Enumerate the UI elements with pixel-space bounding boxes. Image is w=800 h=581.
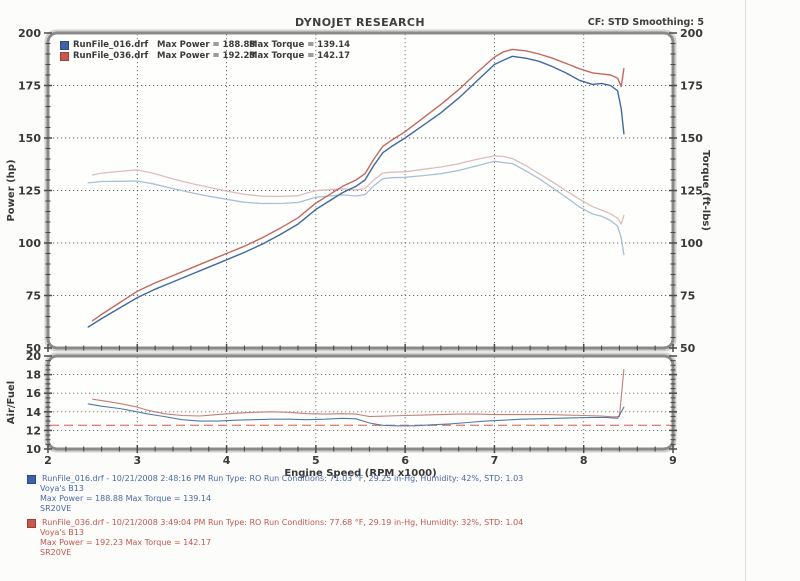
svg-text:9: 9 xyxy=(669,454,677,467)
svg-text:200: 200 xyxy=(18,27,41,40)
svg-text:6: 6 xyxy=(401,454,409,467)
svg-text:150: 150 xyxy=(680,132,703,145)
svg-text:12: 12 xyxy=(26,424,41,437)
run016-vehicle-label: Voya's B13 xyxy=(40,484,84,493)
page-title: DYNOJET RESEARCH xyxy=(295,16,425,29)
svg-text:75: 75 xyxy=(680,290,695,303)
correction-smoothing-label: CF: STD Smoothing: 5 xyxy=(587,17,704,28)
run016-info-block: RunFile_016.drf - 10/21/2008 2:48:16 PM … xyxy=(27,474,523,514)
air-fuel-chart: 10 12 14 16 18 20 2 3 4 5 6 7 8 9 Air/Fuel Engine Speed… xyxy=(6,350,677,479)
run036-vehicle-label: Voya's B13 xyxy=(40,528,84,537)
svg-text:Air/Fuel: Air/Fuel xyxy=(6,381,17,424)
svg-text:20: 20 xyxy=(26,350,42,363)
legend-row-run036: RunFile_036.drf Max Power = 192.23 Max T… xyxy=(60,51,350,61)
legend: RunFile_016.drf Max Power = 188.88 Max T… xyxy=(60,40,350,62)
legend-max-power-label: Max Power = 188.88 xyxy=(157,40,256,50)
svg-text:175: 175 xyxy=(18,80,41,93)
run036-maxvalues-label: Max Power = 192.23 Max Torque = 142.17 xyxy=(40,538,212,547)
svg-text:14: 14 xyxy=(26,406,42,419)
svg-text:18: 18 xyxy=(26,369,41,382)
svg-text:50: 50 xyxy=(26,342,42,355)
run016-header-line: RunFile_016.drf - 10/21/2008 2:48:16 PM … xyxy=(42,474,524,483)
run016-swatch-icon xyxy=(60,40,69,50)
run016-maxvalues-label: Max Power = 188.88 Max Torque = 139.14 xyxy=(40,494,212,503)
svg-text:Torque (ft-lbs): Torque (ft-lbs) xyxy=(700,150,711,231)
legend-max-torque-label: Max Torque = 139.14 xyxy=(249,40,351,50)
legend-max-torque-label: Max Torque = 142.17 xyxy=(249,51,351,61)
power-torque-chart: 50 50 75 75 100 100 125 125 150 150 175 175 200 200 Po… xyxy=(6,27,711,355)
run036-swatch-icon xyxy=(60,51,69,61)
svg-text:5: 5 xyxy=(312,454,320,467)
svg-text:Power (hp): Power (hp) xyxy=(6,159,17,221)
svg-text:8: 8 xyxy=(580,454,588,467)
svg-text:150: 150 xyxy=(18,132,41,145)
page-edge-line xyxy=(745,0,746,581)
run016-engine-label: SR20VE xyxy=(40,504,72,513)
run036-swatch-icon xyxy=(27,518,36,528)
svg-text:200: 200 xyxy=(680,27,703,40)
svg-text:2: 2 xyxy=(44,454,52,467)
legend-row-run016: RunFile_016.drf Max Power = 188.88 Max T… xyxy=(60,40,350,50)
svg-text:125: 125 xyxy=(18,185,41,198)
legend-file-label: RunFile_036.drf xyxy=(73,51,149,61)
svg-text:125: 125 xyxy=(680,185,703,198)
run036-info-block: RunFile_036.drf - 10/21/2008 3:49:04 PM … xyxy=(27,518,523,558)
legend-max-power-label: Max Power = 192.23 xyxy=(157,51,256,61)
run016-swatch-icon xyxy=(27,474,36,484)
svg-text:50: 50 xyxy=(680,342,696,355)
svg-text:Engine Speed (RPM x1000): Engine Speed (RPM x1000) xyxy=(284,468,436,479)
svg-text:10: 10 xyxy=(26,443,42,456)
legend-file-label: RunFile_016.drf xyxy=(73,40,149,50)
svg-text:175: 175 xyxy=(680,80,703,93)
svg-text:16: 16 xyxy=(26,387,42,400)
svg-text:100: 100 xyxy=(18,237,41,250)
svg-text:7: 7 xyxy=(491,454,499,467)
svg-text:4: 4 xyxy=(223,454,231,467)
svg-text:3: 3 xyxy=(133,454,141,467)
run036-engine-label: SR20VE xyxy=(40,548,72,557)
svg-text:100: 100 xyxy=(680,237,703,250)
run036-header-line: RunFile_036.drf - 10/21/2008 3:49:04 PM … xyxy=(42,518,524,527)
svg-text:75: 75 xyxy=(26,290,41,303)
